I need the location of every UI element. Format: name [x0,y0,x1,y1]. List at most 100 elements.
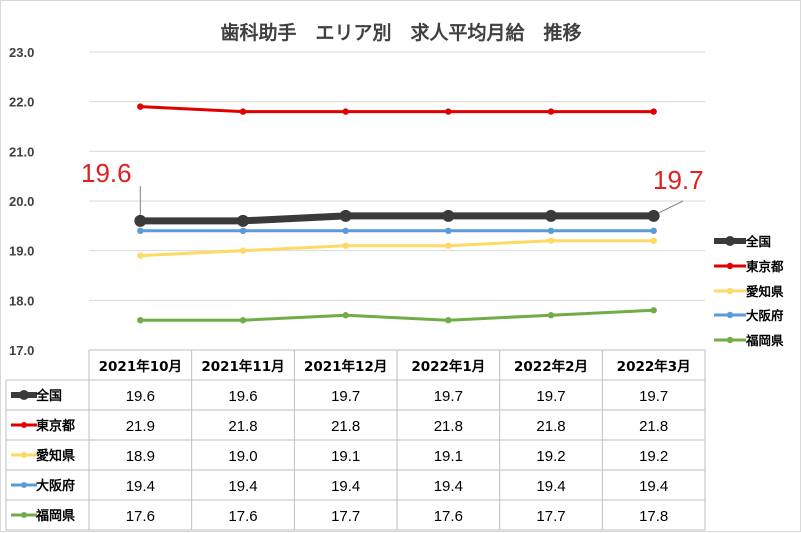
table-row-label: 大阪府 [36,478,75,494]
y-tick-label: 20.0 [9,194,34,209]
data-point [237,214,249,227]
table-cell: 21.8 [434,418,463,435]
table-header-cell: 2021年11月 [201,358,284,375]
data-point [650,307,657,314]
table-cell: 19.7 [536,388,565,405]
data-point [342,227,349,234]
legend-swatch-marker [726,287,734,295]
y-tick-label: 22.0 [9,95,34,110]
data-point [547,108,555,115]
data-point [239,317,247,324]
table-cell: 19.7 [639,388,668,405]
series-line-1 [140,212,654,225]
y-tick-label: 17.0 [9,343,34,358]
table-header-cell: 2022年2月 [514,358,588,375]
table-cell: 21.8 [639,418,668,435]
data-point [339,209,352,222]
table-row-swatch-marker [21,482,27,488]
table-cell: 21.8 [536,418,565,435]
data-point [650,227,657,234]
data-point [137,227,144,234]
legend-swatch-marker [726,336,734,344]
gridlines [89,51,705,301]
legend-label: 大阪府 [746,308,784,323]
data-point [445,242,452,249]
data-point [445,108,452,115]
data-point [442,209,455,222]
table-cell: 19.2 [639,448,668,465]
table-header-cell: 2022年3月 [617,358,691,375]
data-point [239,108,247,115]
chart-title: 歯科助手 エリア別 求人平均月給 推移 [220,21,581,44]
legend-label: 福岡県 [745,333,784,348]
callout-leader [658,200,684,214]
data-point [647,209,660,222]
table-cell: 17.7 [331,508,360,525]
table-cell: 19.7 [331,388,360,405]
table-cell: 19.4 [126,478,155,495]
data-point [650,108,657,115]
table-cell: 21.9 [126,418,155,435]
table-header-cell: 2021年12月 [304,358,387,375]
series-line-5 [140,308,654,322]
table-cell: 19.6 [228,388,257,405]
table-cell: 21.8 [228,418,257,435]
table-cell: 18.9 [126,448,155,465]
table-cell: 19.6 [126,388,155,405]
data-point [547,227,555,234]
series-lines [134,103,660,324]
y-tick-label: 18.0 [9,293,34,308]
data-point [342,108,349,115]
data-point [650,237,657,244]
table-row-label: 愛知県 [36,448,75,464]
table-row-label: 東京都 [36,418,75,434]
legend-swatch-marker [726,262,734,270]
data-point [547,237,555,244]
y-tick-label: 21.0 [9,144,34,159]
table-cell: 19.1 [434,448,463,465]
table-row-swatch-marker [19,390,29,400]
data-point [239,227,247,234]
data-table: 2021年10月 2021年11月 2021年12月 2022年1月 2022年2月 20… [5,349,706,531]
legend-label: 全国 [745,234,771,249]
y-tick-label: 19.0 [9,244,34,259]
legend-label: 愛知県 [746,284,784,299]
table-cell: 19.7 [434,388,463,405]
table-cell: 19.4 [228,478,257,495]
table-cell: 19.0 [228,448,257,465]
data-point [342,312,349,319]
table-cell: 19.4 [536,478,565,495]
data-point [134,214,147,227]
table-cell: 21.8 [331,418,360,435]
data-point [342,242,349,249]
data-point [547,312,555,319]
table-row-swatch-marker [21,512,27,518]
data-point [137,103,144,110]
table-row-swatch-marker [21,452,27,458]
legend-swatch-marker [725,236,735,246]
callouts: 19.6 19.7 [81,158,704,215]
data-point [545,209,557,222]
table-row-label: 福岡県 [35,508,75,524]
data-point [239,247,247,254]
series-line-2 [140,105,654,114]
table-cell: 19.4 [434,478,463,495]
table-row-label: 全国 [35,388,62,404]
table-cell: 17.6 [434,508,463,525]
table-cell: 17.6 [126,508,155,525]
legend-label: 東京都 [746,259,784,274]
callout-label: 19.7 [653,165,704,195]
series-line-3 [140,239,654,258]
callout-label: 19.6 [81,158,132,188]
data-point [445,317,452,324]
y-axis-ticks: 17.0 18.0 19.0 20.0 21.0 22.0 23.0 [9,45,34,358]
table-cell: 19.4 [331,478,360,495]
data-point [445,227,452,234]
table-cell: 17.8 [639,508,668,525]
data-point [137,317,144,324]
table-cell: 17.6 [228,508,257,525]
table-cell: 19.2 [536,448,565,465]
